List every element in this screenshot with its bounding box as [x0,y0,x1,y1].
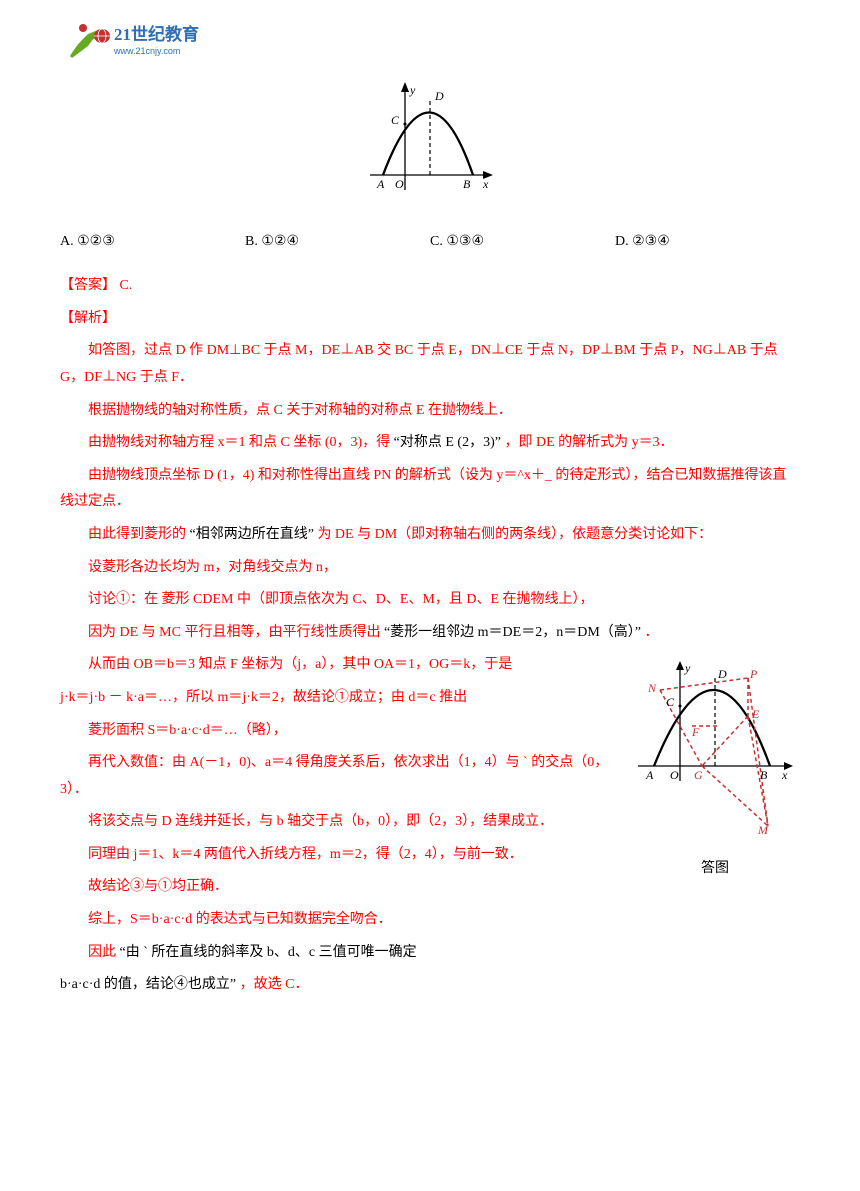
explain-p7: 因为 DE 与 MC 平行且相等，由平行线性质得出 “菱形一组邻边 m＝DE＝2… [60,620,800,647]
explain-label: 【解析】 [60,306,800,333]
figure-1-svg: y x D C A O B [365,80,495,200]
fig1-label-B: B [463,177,471,191]
fig1-label-A: A [376,177,385,191]
figure-2: y x D C A O B P N E F G M 答图 [630,656,800,882]
explain-p3-suffix: ，即 DE 的解析式为 y＝3． [504,435,673,450]
answer-line: 【答案】 C. [60,273,800,300]
explain-p4: 由抛物线顶点坐标 D (1，4) 和对称性得出直线 PN 的解析式（设为 y＝^… [60,463,800,516]
explain-p16: 因此 “由 ` 所在直线的斜率及 b、d、c 三值可唯一确定 [60,940,800,967]
explain-p7-suffix: ． [645,625,659,640]
figure-2-svg: y x D C A O B P N E F G M [630,656,800,841]
fig2-label-O: O [670,768,679,782]
fig1-label-O: O [395,177,404,191]
option-d-text: ②③④ [632,234,670,249]
explain-p6a: 设菱形各边长均为 m，对角线交点为 n， [60,555,800,582]
explain-p3-prefix: 由抛物线对称轴方程 x＝1 和点 C 坐标 (0，3)，得 [88,435,390,450]
explain-p3-quote: “对称点 E (2，3)” [394,435,501,450]
explain-p5-suffix: 为 DE 与 DM（即对称轴右侧的两条线），依题意分类讨论如下： [317,527,712,542]
explain-p6b: 讨论①：在 菱形 CDEM 中（即顶点依次为 C、D、E、M，且 D、E 在抛物… [60,587,800,614]
option-c-text: ①③④ [446,234,484,249]
explain-p17: b·a·c·d 的值，结论④也成立” ，故选 C． [60,972,800,999]
fig2-label-E: E [751,707,760,721]
page-content: y x D C A O B A. ①②③ B. ①②④ C. ①③④ D. ②③… [60,80,800,999]
explain-p5-prefix: 由此得到菱形的 [88,527,186,542]
option-c-label: C. [430,234,443,249]
fig2-label-x: x [781,768,788,782]
explain-p5: 由此得到菱形的 “相邻两边所在直线” 为 DE 与 DM（即对称轴右侧的两条线）… [60,522,800,549]
fig2-label-P: P [749,667,758,681]
option-b-text: ①②④ [261,234,299,249]
logo-primary-text: 21世纪教育 [114,24,199,44]
explain-p16-quote: “由 ` 所在直线的斜率及 b、d、c 三值可唯一确定 [120,945,417,960]
answer-label: 【答案】 [60,278,116,293]
explain-p2: 根据抛物线的轴对称性质，点 C 关于对称轴的对称点 E 在抛物线上． [60,398,800,425]
fig1-label-D: D [434,89,444,103]
option-d: D. ②③④ [615,229,800,256]
option-a-label: A. [60,234,74,249]
fig2-label-F: F [691,725,700,739]
runner-icon [70,24,110,58]
answer-value: C. [120,278,133,293]
figure-1: y x D C A O B [60,80,800,211]
site-logo: 21世纪教育 www.21cnjy.com [60,18,220,68]
explain-p5-quote: “相邻两边所在直线” [190,527,314,542]
fig2-label-A: A [645,768,654,782]
explain-p17-quote: b·a·c·d 的值，结论④也成立” [60,977,236,992]
explain-p3: 由抛物线对称轴方程 x＝1 和点 C 坐标 (0，3)，得 “对称点 E (2，… [60,430,800,457]
option-a: A. ①②③ [60,229,245,256]
option-b: B. ①②④ [245,229,430,256]
fig2-label-M: M [757,823,769,837]
option-c: C. ①③④ [430,229,615,256]
explain-p7-quote: “菱形一组邻边 m＝DE＝2，n＝DM（高）” [384,625,641,640]
fig2-label-C: C [666,695,675,709]
fig2-label-B: B [760,768,768,782]
option-a-text: ①②③ [77,234,115,249]
logo-sub-text: www.21cnjy.com [113,46,180,56]
option-d-label: D. [615,234,629,249]
fig2-label-D: D [717,667,727,681]
fig1-label-y: y [409,83,416,97]
logo-svg: 21世纪教育 www.21cnjy.com [60,18,220,68]
explain-p17-suffix: ，故选 C． [240,977,309,992]
fig2-label-N: N [647,681,657,695]
fig2-label-G: G [694,768,703,782]
explain-p7-prefix: 因为 DE 与 MC 平行且相等，由平行线性质得出 [88,625,380,640]
fig1-label-C: C [391,113,400,127]
explain-p1: 如答图，过点 D 作 DM⊥BC 于点 M，DE⊥AB 交 BC 于点 E，DN… [60,338,800,391]
options-row: A. ①②③ B. ①②④ C. ①③④ D. ②③④ [60,229,800,256]
explain-p6a-text: 设菱形各边长均为 m，对角线交点为 n， [88,560,337,575]
explain-p16-prefix: 因此 [88,945,116,960]
fig2-label-y: y [684,661,691,675]
figure-2-caption: 答图 [630,856,800,883]
explain-p15: 综上，S＝b·a·c·d 的表达式与已知数据完全吻合． [60,907,800,934]
option-b-label: B. [245,234,258,249]
fig1-label-x: x [482,177,489,191]
